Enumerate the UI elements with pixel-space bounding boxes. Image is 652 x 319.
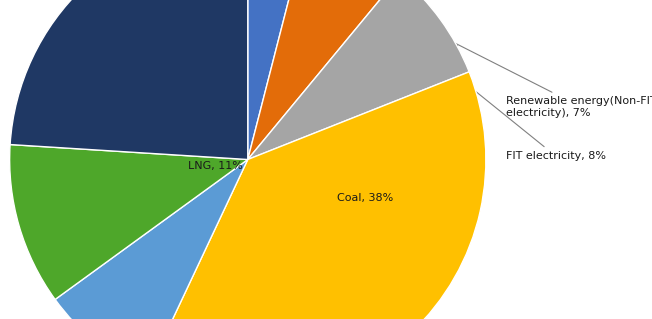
Wedge shape bbox=[248, 0, 469, 160]
Text: Renewable energy(Non-FIT
electricity), 7%: Renewable energy(Non-FIT electricity), 7… bbox=[361, 0, 652, 118]
Wedge shape bbox=[10, 0, 248, 160]
Wedge shape bbox=[248, 0, 400, 160]
Wedge shape bbox=[55, 160, 248, 319]
Text: Oil, 8%: Oil, 8% bbox=[156, 269, 252, 304]
Text: Electric power exchange and
other, 24%: Electric power exchange and other, 24% bbox=[102, 27, 263, 167]
Text: LNG, 11%: LNG, 11% bbox=[188, 161, 243, 171]
Wedge shape bbox=[146, 72, 486, 319]
Text: Hydro(30,000kW or higher), 4%: Hydro(30,000kW or higher), 4% bbox=[284, 0, 460, 56]
Text: FIT electricity, 8%: FIT electricity, 8% bbox=[428, 53, 606, 161]
Wedge shape bbox=[10, 145, 248, 300]
Wedge shape bbox=[248, 0, 307, 160]
Text: Coal, 38%: Coal, 38% bbox=[337, 193, 393, 203]
